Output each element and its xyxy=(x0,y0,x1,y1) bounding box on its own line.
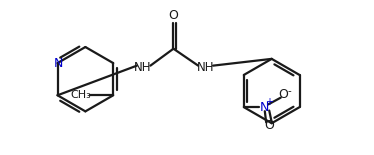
Text: O: O xyxy=(279,88,288,101)
Text: NH: NH xyxy=(197,61,214,74)
Text: -: - xyxy=(287,86,291,96)
Text: N: N xyxy=(260,101,270,114)
Text: O: O xyxy=(168,9,178,22)
Text: O: O xyxy=(264,119,274,132)
Text: NH: NH xyxy=(134,61,152,74)
Text: +: + xyxy=(265,97,273,107)
Text: N: N xyxy=(53,57,63,70)
Text: CH₃: CH₃ xyxy=(71,90,91,100)
